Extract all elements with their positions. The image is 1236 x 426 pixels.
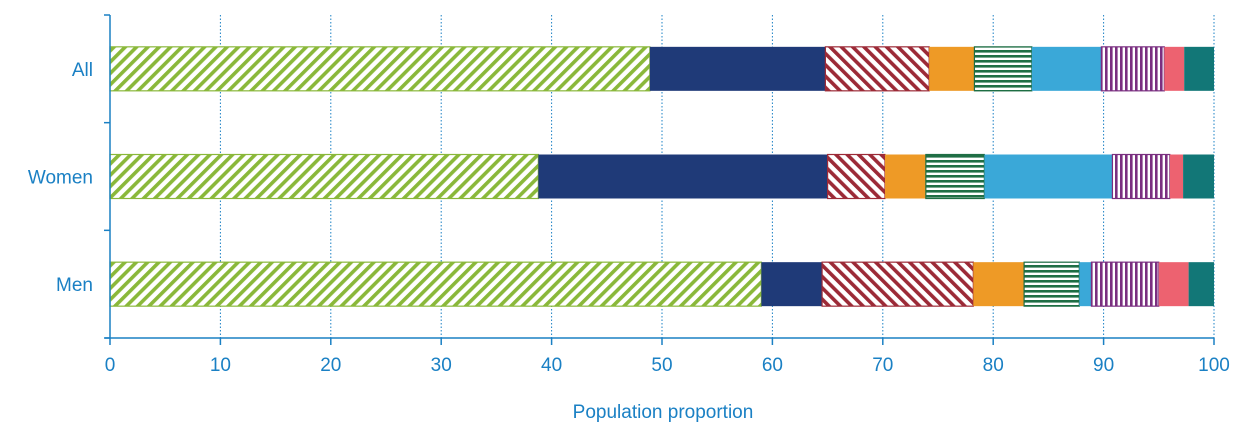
bar-segment-men-6: [1079, 262, 1092, 307]
bar-segment-men-4: [973, 262, 1025, 307]
bar-segment-women-1: [109, 153, 539, 200]
bar-segment-women-5: [925, 153, 985, 200]
bar-segment-all-7: [1100, 46, 1165, 92]
bar-segment-all-8: [1164, 46, 1185, 91]
x-tick-label-90: 90: [1093, 355, 1114, 376]
category-label-all: All: [72, 60, 93, 81]
bar-group-all: [109, 46, 1214, 92]
bar-segment-all-9: [1184, 46, 1214, 91]
x-tick-label-40: 40: [541, 355, 562, 376]
bar-segment-women-6: [984, 154, 1113, 199]
bar-segment-women-8: [1169, 154, 1184, 199]
x-tick-label-60: 60: [762, 355, 783, 376]
bar-group-women: [109, 153, 1214, 200]
x-tick-label-50: 50: [651, 355, 672, 376]
bar-segment-women-9: [1183, 154, 1214, 199]
bar-segment-all-6: [1031, 46, 1102, 91]
bar-segment-women-2: [538, 154, 828, 199]
labels: 0 10 20 30 40 50 60 70 80 90 100 All Women Men: [28, 60, 1230, 376]
bar-segment-men-9: [1188, 262, 1214, 307]
bar-group-men: [109, 261, 1214, 307]
bar-segment-men-7: [1090, 261, 1160, 307]
bar-segment-men-8: [1158, 262, 1189, 307]
bar-segment-all-4: [929, 46, 975, 91]
bar-segment-women-4: [885, 154, 926, 199]
x-tick-label-10: 10: [210, 355, 231, 376]
bar-segment-men-1: [109, 261, 762, 307]
axes: [104, 14, 1215, 345]
x-tick-label-70: 70: [872, 355, 893, 376]
x-tick-label-100: 100: [1198, 355, 1230, 376]
bar-segment-men-2: [761, 262, 823, 307]
category-label-women: Women: [28, 168, 93, 189]
bars: [109, 46, 1214, 307]
x-tick-label-20: 20: [320, 355, 341, 376]
x-tick-label-30: 30: [431, 355, 452, 376]
bar-segment-all-3: [824, 46, 930, 92]
bar-segment-women-3: [826, 153, 886, 200]
x-tick-label-80: 80: [983, 355, 1004, 376]
category-label-men: Men: [56, 275, 93, 296]
bar-segment-men-5: [1023, 261, 1080, 307]
bar-segment-women-7: [1111, 153, 1171, 200]
bar-segment-all-5: [973, 46, 1033, 92]
x-axis-title: Population proportion: [573, 402, 754, 423]
bar-segment-men-3: [821, 261, 974, 307]
bar-segment-all-2: [649, 46, 826, 91]
bar-segment-all-1: [109, 46, 651, 92]
x-tick-label-0: 0: [105, 355, 116, 376]
